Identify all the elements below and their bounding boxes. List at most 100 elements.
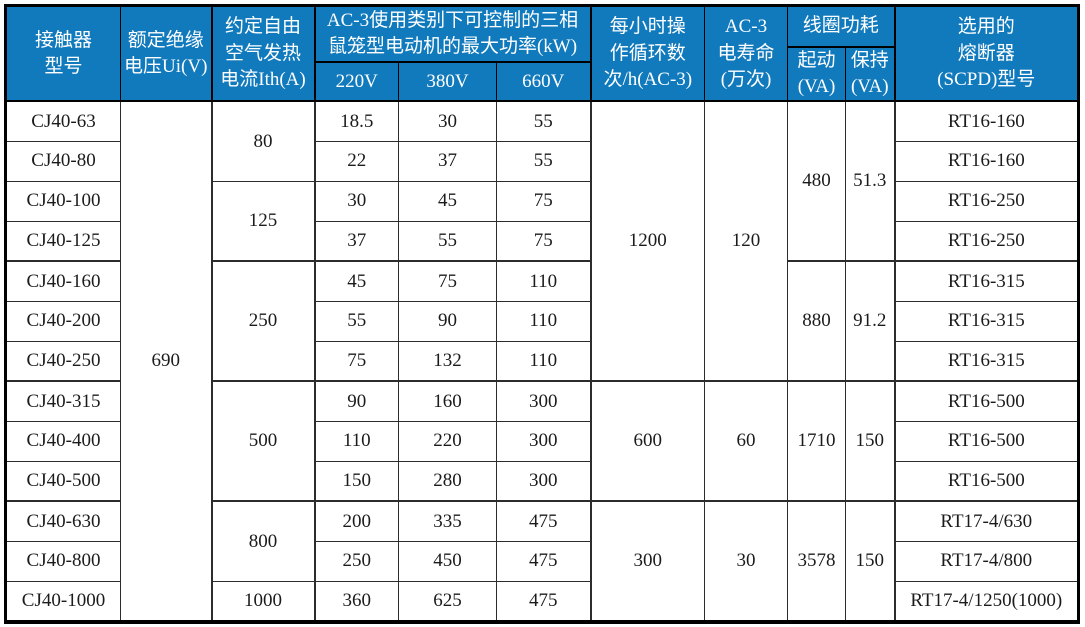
- power-380-cell: 280: [398, 460, 497, 503]
- table-row: CJ40-400 110 220 300 RT16-500: [5, 420, 1080, 462]
- cycles-cell: 1200: [589, 100, 706, 383]
- ui-voltage-cell: 690: [120, 100, 212, 623]
- header-660v: 660V: [495, 61, 592, 103]
- table-row: CJ40-500 150 280 300 RT16-500: [5, 460, 1080, 503]
- coil-start-cell: 880: [787, 260, 847, 383]
- life-cell: 60: [704, 380, 789, 503]
- header-220v: 220V: [313, 61, 399, 103]
- table-row: CJ40-200 55 90 110 RT16-315: [5, 300, 1080, 342]
- power-660-cell: 75: [495, 220, 592, 263]
- coil-hold-cell: 91.2: [845, 260, 896, 383]
- power-660-cell: 300: [495, 460, 592, 503]
- power-220-cell: 45: [313, 260, 399, 302]
- table-row: CJ40-800 250 450 475 RT17-4/800: [5, 541, 1080, 582]
- fuse-cell: RT16-160: [893, 100, 1080, 143]
- ith-cell: 500: [210, 380, 315, 503]
- table-row: CJ40-160 250 45 75 110 880 91.2 RT16-315: [5, 260, 1080, 383]
- power-380-cell: 45: [398, 180, 497, 222]
- ith-cell: 1000: [210, 580, 315, 623]
- power-220-cell: 360: [313, 580, 399, 623]
- power-380-cell: 37: [398, 141, 497, 182]
- header-fuse: 选用的 熔断器 (SCPD)型号: [893, 5, 1080, 103]
- coil-hold-cell: 51.3: [845, 100, 896, 263]
- table-row: CJ40-630 800 200 335 475 300 30 3578 150…: [5, 500, 1080, 623]
- header-thermal-current: 约定自由 空气发热 电流Ith(A): [210, 5, 315, 103]
- power-660-cell: 110: [495, 300, 592, 342]
- fuse-cell: RT17-4/800: [893, 541, 1080, 582]
- table-row: CJ40-315 500 90 160 300 600 60 1710 150 …: [5, 380, 1080, 503]
- table-row: CJ40-63 690 80 18.5 30 55 1200 120 480 5…: [5, 100, 1080, 623]
- power-380-cell: 160: [398, 380, 497, 422]
- header-ac3-power-group: AC-3使用类别下可控制的三相 鼠笼型电动机的最大功率(kW): [313, 5, 592, 64]
- power-660-cell: 75: [495, 180, 592, 222]
- power-380-cell: 450: [398, 541, 497, 582]
- fuse-cell: RT16-500: [893, 380, 1080, 422]
- fuse-cell: RT16-250: [893, 180, 1080, 222]
- power-660-cell: 300: [495, 380, 592, 422]
- model-cell: CJ40-400: [5, 420, 121, 462]
- header-380v: 380V: [398, 61, 497, 103]
- ith-cell: 80: [210, 100, 315, 182]
- model-cell: CJ40-800: [5, 541, 121, 582]
- model-cell: CJ40-80: [5, 141, 121, 182]
- power-380-cell: 625: [398, 580, 497, 623]
- power-380-cell: 335: [398, 500, 497, 543]
- model-cell: CJ40-200: [5, 300, 121, 342]
- power-660-cell: 475: [495, 500, 592, 543]
- table-row: CJ40-1000 1000 360 625 475 RT17-4/1250(1…: [5, 580, 1080, 623]
- power-220-cell: 37: [313, 220, 399, 263]
- header-coil-hold: 保持 (VA): [845, 46, 896, 103]
- power-220-cell: 250: [313, 541, 399, 582]
- power-660-cell: 55: [495, 141, 592, 182]
- fuse-cell: RT16-315: [893, 260, 1080, 302]
- table-body: CJ40-63 690 80 18.5 30 55 1200 120 480 5…: [5, 100, 1080, 623]
- table-row: CJ40-125 37 55 75 RT16-250: [5, 220, 1080, 263]
- power-380-cell: 55: [398, 220, 497, 263]
- fuse-cell: RT17-4/1250(1000): [893, 580, 1080, 623]
- table-row: CJ40-250 75 132 110 RT16-315: [5, 340, 1080, 383]
- power-220-cell: 90: [313, 380, 399, 422]
- power-220-cell: 75: [313, 340, 399, 383]
- power-660-cell: 300: [495, 420, 592, 462]
- power-380-cell: 132: [398, 340, 497, 383]
- power-660-cell: 475: [495, 541, 592, 582]
- coil-hold-cell: 150: [845, 500, 896, 623]
- coil-start-cell: 480: [787, 100, 847, 263]
- power-220-cell: 150: [313, 460, 399, 503]
- model-cell: CJ40-250: [5, 340, 121, 383]
- power-220-cell: 200: [313, 500, 399, 543]
- power-660-cell: 110: [495, 340, 592, 383]
- power-220-cell: 18.5: [313, 100, 399, 143]
- coil-start-cell: 3578: [787, 500, 847, 623]
- table-row: CJ40-100 125 30 45 75 RT16-250: [5, 180, 1080, 263]
- model-cell: CJ40-500: [5, 460, 121, 503]
- fuse-cell: RT17-4/630: [893, 500, 1080, 543]
- header-coil-start: 起动 (VA): [787, 46, 847, 103]
- header-insulation-voltage: 额定绝缘 电压Ui(V): [120, 5, 212, 103]
- fuse-cell: RT16-500: [893, 460, 1080, 503]
- coil-start-cell: 1710: [787, 380, 847, 503]
- table-header: 接触器 型号 额定绝缘 电压Ui(V) 约定自由 空气发热 电流Ith(A) A…: [5, 5, 1080, 103]
- fuse-cell: RT16-315: [893, 300, 1080, 342]
- header-cycles: 每小时操 作循环数 次/h(AC-3): [589, 5, 706, 103]
- power-220-cell: 22: [313, 141, 399, 182]
- life-cell: 120: [704, 100, 789, 383]
- table-row: CJ40-80 22 37 55 RT16-160: [5, 141, 1080, 182]
- cycles-cell: 300: [589, 500, 706, 623]
- ith-cell: 125: [210, 180, 315, 263]
- contactor-spec-table: 接触器 型号 额定绝缘 电压Ui(V) 约定自由 空气发热 电流Ith(A) A…: [4, 4, 1081, 625]
- power-380-cell: 90: [398, 300, 497, 342]
- power-220-cell: 30: [313, 180, 399, 222]
- fuse-cell: RT16-250: [893, 220, 1080, 263]
- model-cell: CJ40-125: [5, 220, 121, 263]
- power-660-cell: 475: [495, 580, 592, 623]
- fuse-cell: RT16-315: [893, 340, 1080, 383]
- life-cell: 30: [704, 500, 789, 623]
- fuse-cell: RT16-160: [893, 141, 1080, 182]
- model-cell: CJ40-1000: [5, 580, 121, 623]
- fuse-cell: RT16-500: [893, 420, 1080, 462]
- cycles-cell: 600: [589, 380, 706, 503]
- power-380-cell: 30: [398, 100, 497, 143]
- power-380-cell: 220: [398, 420, 497, 462]
